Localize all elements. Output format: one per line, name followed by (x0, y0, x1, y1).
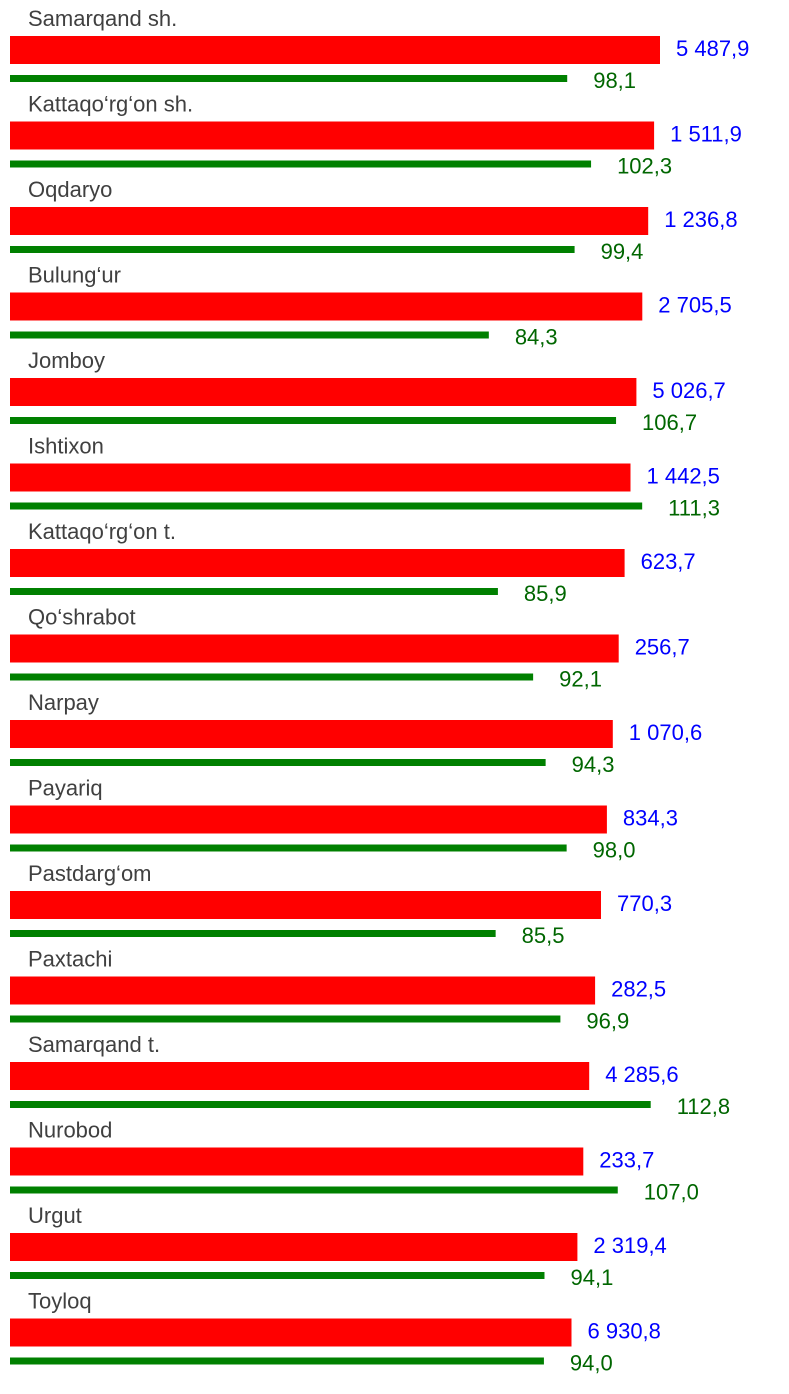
bar (10, 1272, 545, 1279)
band (10, 976, 596, 1005)
category-label: Nurobod (28, 1117, 112, 1142)
bar (10, 759, 546, 766)
band (10, 36, 660, 64)
band (10, 634, 619, 663)
band (10, 292, 643, 321)
bar (10, 1357, 544, 1365)
bar (10, 1101, 651, 1108)
value-label: 256,7 (635, 634, 690, 659)
bar (10, 331, 489, 339)
value-label: 84,3 (515, 324, 558, 349)
bar (10, 588, 498, 595)
category-label: Oqdaryo (28, 177, 112, 202)
value-label: 1 511,9 (670, 121, 742, 146)
value-label: 2 705,5 (658, 292, 731, 317)
category-label: Paxtachi (28, 946, 112, 971)
value-label: 2 319,4 (593, 1233, 666, 1258)
value-label: 85,9 (524, 581, 567, 606)
bar (10, 930, 496, 937)
band (10, 378, 637, 406)
category-label: Ishtixon (28, 433, 104, 458)
category-label: Bulung‘ur (28, 262, 121, 287)
bar (10, 502, 643, 510)
band (10, 1318, 572, 1347)
bar (10, 160, 592, 168)
value-label: 98,0 (593, 837, 636, 862)
band (10, 805, 607, 834)
band (10, 549, 625, 577)
category-label: Jomboy (28, 348, 105, 373)
value-label: 4 285,6 (605, 1062, 678, 1087)
value-label: 94,3 (572, 752, 615, 777)
bar (10, 844, 567, 852)
bar (10, 673, 534, 681)
bar (10, 1186, 618, 1194)
band (10, 121, 655, 150)
value-label: 111,3 (668, 495, 720, 520)
band (10, 207, 649, 235)
value-label: 98,1 (593, 68, 636, 93)
value-label: 233,7 (599, 1147, 654, 1172)
value-label: 1 236,8 (664, 207, 737, 232)
category-label: Payariq (28, 775, 103, 800)
bar (10, 417, 617, 424)
band (10, 1233, 578, 1261)
category-label: Samarqand t. (28, 1032, 160, 1057)
band (10, 1147, 584, 1176)
value-label: 92,1 (559, 666, 602, 691)
value-label: 6 930,8 (588, 1318, 661, 1343)
band (10, 891, 601, 919)
value-label: 770,3 (617, 891, 672, 916)
category-label: Toyloq (28, 1288, 92, 1313)
value-label: 99,4 (601, 239, 644, 264)
category-label: Urgut (28, 1203, 82, 1228)
value-label: 107,0 (644, 1179, 699, 1204)
band (10, 463, 631, 492)
value-label: 85,5 (522, 923, 565, 948)
value-label: 106,7 (642, 410, 697, 435)
value-label: 282,5 (611, 976, 666, 1001)
category-label: Samarqand sh. (28, 6, 177, 31)
value-label: 102,3 (617, 153, 672, 178)
bar (10, 1015, 561, 1023)
category-label: Qo‘shrabot (28, 604, 136, 629)
value-label: 94,0 (570, 1350, 613, 1375)
value-label: 1 070,6 (629, 720, 702, 745)
value-label: 5 487,9 (676, 36, 749, 61)
value-label: 96,9 (586, 1008, 629, 1033)
band (10, 720, 613, 748)
bar (10, 246, 575, 253)
category-label: Pastdarg‘om (28, 861, 152, 886)
category-label: Narpay (28, 690, 99, 715)
value-label: 623,7 (641, 549, 696, 574)
category-label: Kattaqo‘rg‘on sh. (28, 91, 193, 116)
bar (10, 75, 568, 82)
value-label: 1 442,5 (647, 463, 720, 488)
value-label: 94,1 (570, 1265, 613, 1290)
value-label: 5 026,7 (652, 378, 725, 403)
value-label: 112,8 (677, 1094, 730, 1119)
band (10, 1062, 590, 1090)
value-label: 834,3 (623, 805, 678, 830)
category-label: Kattaqo‘rg‘on t. (28, 519, 176, 544)
